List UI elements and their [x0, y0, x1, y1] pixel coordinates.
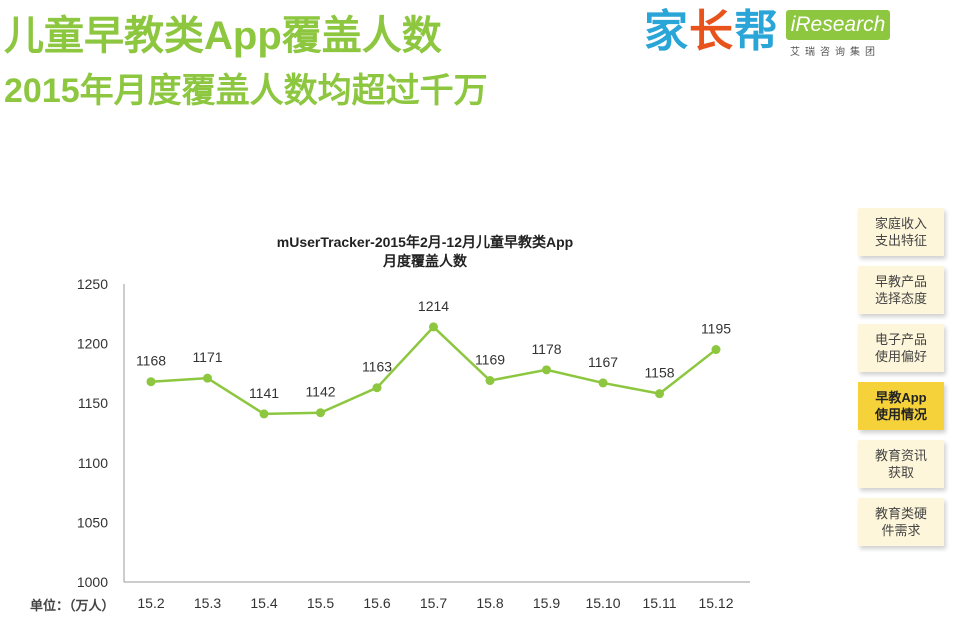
data-point	[316, 408, 325, 418]
data-label: 1158	[644, 365, 674, 381]
data-label: 1178	[531, 341, 561, 357]
chart-title-line-2: 月度覆盖人数	[382, 253, 468, 269]
data-point	[598, 378, 608, 388]
data-label: 1168	[136, 353, 166, 369]
data-label: 1214	[418, 298, 449, 314]
data-point	[711, 345, 721, 355]
iresearch-logo-subtitle: 艾瑞咨询集团	[790, 47, 880, 58]
data-point	[146, 377, 156, 387]
y-tick-label: 1200	[77, 336, 108, 352]
x-tick-label: 15.4	[250, 595, 277, 611]
x-tick-label: 15.5	[307, 595, 334, 611]
logo-char-3: 帮	[734, 7, 779, 56]
x-tick-label: 15.12	[698, 595, 733, 611]
y-tick-label: 1150	[78, 395, 108, 411]
data-point	[655, 389, 664, 399]
logo-char-1: 家	[644, 7, 689, 56]
data-label: 1167	[588, 354, 618, 370]
x-tick-label: 15.6	[363, 595, 390, 611]
data-point	[429, 322, 438, 332]
nav-item-app-usage[interactable]: 早教App 使用情况	[858, 382, 944, 430]
section-nav: 家庭收入 支出特征 早教产品 选择态度 电子产品 使用偏好 早教App 使用情况…	[858, 208, 944, 556]
data-label: 1195	[701, 321, 731, 337]
x-tick-label: 15.8	[476, 595, 503, 611]
nav-item-hardware[interactable]: 教育类硬 件需求	[858, 498, 944, 546]
x-tick-label: 15.3	[194, 595, 221, 611]
x-tick-label: 15.7	[420, 595, 447, 611]
x-tick-label: 15.10	[585, 595, 620, 611]
y-tick-label: 1050	[77, 514, 108, 530]
page-subtitle: 2015年月度覆盖人数均超过千万	[4, 72, 488, 110]
unit-label: 单位：（万人）	[30, 598, 115, 613]
data-point	[485, 376, 495, 386]
nav-item-electronics[interactable]: 电子产品 使用偏好	[858, 324, 944, 372]
page-title: 儿童早教类App覆盖人数	[4, 14, 442, 58]
data-point	[542, 365, 551, 375]
data-point	[372, 383, 382, 393]
iresearch-logo: iResearch	[786, 10, 890, 40]
jiazhangbang-logo: 家长帮	[644, 6, 779, 58]
x-tick-label: 15.2	[137, 595, 164, 611]
chart-title-line-1: mUserTracker-2015年2月-12月儿童早教类App	[277, 234, 573, 250]
data-point	[203, 373, 212, 383]
logo-char-2: 长	[689, 7, 734, 56]
data-label: 1142	[305, 384, 335, 400]
y-tick-label: 1000	[77, 574, 108, 590]
nav-item-news[interactable]: 教育资讯 获取	[858, 440, 944, 488]
data-label: 1171	[192, 349, 222, 365]
data-label: 1169	[475, 352, 505, 368]
data-label: 1163	[362, 359, 392, 375]
y-tick-label: 1250	[77, 276, 108, 292]
x-tick-label: 15.11	[643, 595, 677, 611]
nav-item-income[interactable]: 家庭收入 支出特征	[858, 208, 944, 256]
data-label: 1141	[249, 385, 279, 401]
data-point	[259, 409, 269, 419]
x-tick-label: 15.9	[533, 595, 560, 611]
series-line	[150, 325, 717, 416]
y-tick-label: 1100	[78, 455, 108, 471]
nav-item-product-attitude[interactable]: 早教产品 选择态度	[858, 266, 944, 314]
